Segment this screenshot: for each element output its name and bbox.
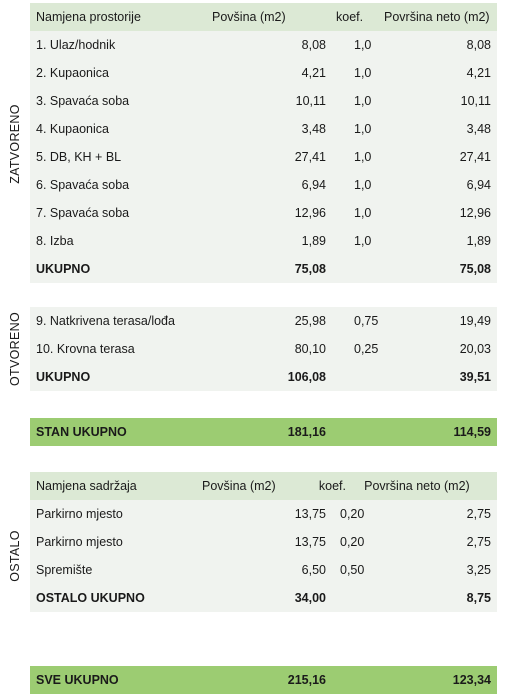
cell-coef: 0,20 (340, 507, 365, 521)
cell-area: 4,21 (301, 66, 326, 80)
cell-name: Parkirno mjesto (36, 507, 123, 521)
total-label: OSTALO UKUPNO (36, 591, 145, 605)
grand-total-row-sve: SVE UKUPNO 215,16 123,34 (30, 666, 497, 694)
total-net: 8,75 (466, 591, 491, 605)
cell-net: 6,94 (466, 178, 491, 192)
cell-name: Parkirno mjesto (36, 535, 123, 549)
cell-coef: 0,50 (340, 563, 365, 577)
cell-net: 2,75 (466, 507, 491, 521)
header-cell: koef. (336, 10, 364, 24)
table-row: 6. Spavaća soba 6,94 1,0 6,94 (30, 171, 497, 199)
total-net: 75,08 (459, 262, 491, 276)
cell-coef: 1,0 (354, 178, 372, 192)
header-cell: Površina neto (m2) (384, 10, 490, 24)
grand-total-row-stan: STAN UKUPNO 181,16 114,59 (30, 418, 497, 446)
section-label-zatvoreno: ZATVORENO (8, 104, 22, 184)
table-row: 4. Kupaonica 3,48 1,0 3,48 (30, 115, 497, 143)
cell-net: 4,21 (466, 66, 491, 80)
table-row: 1. Ulaz/hodnik 8,08 1,0 8,08 (30, 31, 497, 59)
total-row: OSTALO UKUPNO 34,00 8,75 (30, 584, 497, 612)
cell-area: 12,96 (294, 206, 326, 220)
cell-area: 13,75 (294, 507, 326, 521)
cell-area: 10,11 (295, 94, 326, 108)
cell-coef: 1,0 (354, 206, 372, 220)
cell-area: 6,50 (301, 563, 326, 577)
header-cell: Namjena sadržaja (36, 479, 137, 493)
cell-name: 2. Kupaonica (36, 66, 109, 80)
cell-coef: 1,0 (354, 122, 372, 136)
total-label: UKUPNO (36, 370, 91, 384)
table-row: 3. Spavaća soba 10,11 1,0 10,11 (30, 87, 497, 115)
cell-net: 3,48 (466, 122, 491, 136)
cell-name: Spremište (36, 563, 93, 577)
cell-coef: 1,0 (354, 150, 372, 164)
cell-coef: 0,20 (340, 535, 365, 549)
cell-coef: 1,0 (354, 94, 372, 108)
total-label: SVE UKUPNO (36, 673, 119, 687)
header-cell: Povšina (m2) (202, 479, 276, 493)
cell-name: 8. Izba (36, 234, 74, 248)
total-label: STAN UKUPNO (36, 425, 127, 439)
cell-net: 3,25 (466, 563, 491, 577)
total-area: 181,16 (287, 425, 326, 439)
cell-area: 6,94 (301, 178, 326, 192)
table-row: 2. Kupaonica 4,21 1,0 4,21 (30, 59, 497, 87)
cell-name: 9. Natkrivena terasa/lođa (36, 314, 175, 328)
header-cell: Namjena prostorije (36, 10, 141, 24)
table-header: Namjena sadržaja Povšina (m2) koef. Povr… (30, 472, 497, 500)
cell-net: 19,49 (459, 314, 491, 328)
total-net: 123,34 (452, 673, 491, 687)
cell-net: 12,96 (459, 206, 491, 220)
cell-area: 13,75 (294, 535, 326, 549)
table-row: Parkirno mjesto 13,75 0,20 2,75 (30, 528, 497, 556)
header-cell: Površina neto (m2) (364, 479, 470, 493)
cell-name: 1. Ulaz/hodnik (36, 38, 116, 52)
header-cell: Povšina (m2) (212, 10, 286, 24)
cell-net: 10,11 (460, 94, 491, 108)
cell-name: 10. Krovna terasa (36, 342, 135, 356)
total-net: 114,59 (453, 425, 491, 439)
cell-net: 27,41 (459, 150, 491, 164)
cell-net: 1,89 (466, 234, 491, 248)
cell-area: 25,98 (294, 314, 326, 328)
cell-net: 8,08 (466, 38, 491, 52)
cell-name: 4. Kupaonica (36, 122, 109, 136)
total-row: UKUPNO 75,08 75,08 (30, 255, 497, 283)
cell-name: 6. Spavaća soba (36, 178, 130, 192)
cell-coef: 0,25 (354, 342, 379, 356)
section-label-otvoreno: OTVORENO (8, 312, 22, 386)
cell-area: 1,89 (301, 234, 326, 248)
cell-coef: 1,0 (354, 234, 372, 248)
cell-coef: 1,0 (354, 38, 372, 52)
cell-name: 7. Spavaća soba (36, 206, 130, 220)
cell-area: 27,41 (294, 150, 326, 164)
table-row: 8. Izba 1,89 1,0 1,89 (30, 227, 497, 255)
total-net: 39,51 (459, 370, 491, 384)
total-area: 75,08 (294, 262, 326, 276)
total-area: 215,16 (287, 673, 326, 687)
header-cell: koef. (318, 479, 346, 493)
table-header: Namjena prostorije Povšina (m2) koef. Po… (30, 3, 497, 31)
total-area: 34,00 (294, 591, 326, 605)
table-row: 9. Natkrivena terasa/lođa 25,98 0,75 19,… (30, 307, 497, 335)
table-row: Spremište 6,50 0,50 3,25 (30, 556, 497, 584)
table-row: 5. DB, KH + BL 27,41 1,0 27,41 (30, 143, 497, 171)
total-label: UKUPNO (36, 262, 91, 276)
table-row: Parkirno mjesto 13,75 0,20 2,75 (30, 500, 497, 528)
cell-name: 3. Spavaća soba (36, 94, 130, 108)
cell-area: 3,48 (301, 122, 326, 136)
cell-area: 80,10 (294, 342, 326, 356)
cell-net: 2,75 (466, 535, 491, 549)
cell-coef: 0,75 (354, 314, 379, 328)
cell-name: 5. DB, KH + BL (36, 150, 122, 164)
cell-coef: 1,0 (354, 66, 372, 80)
section-label-ostalo: OSTALO (8, 530, 22, 582)
table-row: 10. Krovna terasa 80,10 0,25 20,03 (30, 335, 497, 363)
cell-area: 8,08 (301, 38, 326, 52)
table-row: 7. Spavaća soba 12,96 1,0 12,96 (30, 199, 497, 227)
total-row: UKUPNO 106,08 39,51 (30, 363, 497, 391)
total-area: 106,08 (287, 370, 326, 384)
cell-net: 20,03 (459, 342, 491, 356)
